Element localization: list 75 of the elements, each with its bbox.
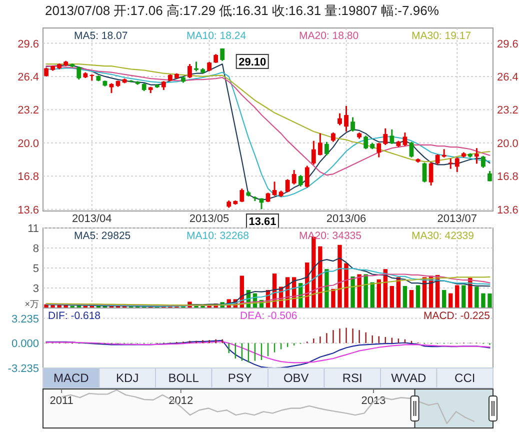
bar (409, 290, 414, 308)
y-tick-label: 23.2 (18, 104, 39, 117)
line-series (46, 258, 490, 308)
y-tick-label: 3 (32, 283, 39, 295)
y-tick-label: 26.4 (18, 71, 39, 84)
x-tick-label: 2013/04 (72, 213, 112, 225)
y-tick-label: 3.235 (11, 313, 39, 326)
x-tick-label: 2013 (361, 395, 386, 407)
bar (324, 269, 329, 308)
y2-tick-label: 20.0 (497, 138, 518, 150)
bar (481, 293, 486, 308)
y2-tick-label: 29.6 (497, 38, 518, 50)
text: BOLL (168, 371, 200, 385)
text: RSI (342, 371, 362, 385)
text: MA20: 18.80 (299, 30, 359, 42)
y-tick-label: 0.000 (11, 338, 39, 350)
x-tick-label: 2013/05 (189, 213, 230, 225)
y2-tick-label: 26.4 (497, 71, 518, 84)
bar (402, 286, 408, 308)
y-tick-label: 13.6 (18, 204, 39, 216)
text: MA5: 29825 (74, 230, 131, 242)
bar (376, 279, 381, 308)
text: DEA: -0.506 (240, 310, 298, 322)
bar (357, 274, 362, 308)
bar (370, 282, 374, 308)
y-tick-label: 29.6 (18, 38, 39, 50)
bar (468, 278, 472, 308)
text: MACD (53, 371, 90, 385)
bar (448, 293, 453, 308)
text: CCI (454, 371, 476, 385)
y-tick-label: -3.235 (8, 363, 39, 375)
bar (442, 290, 446, 308)
x-tick-label: 2012 (168, 395, 194, 407)
line-series (46, 341, 490, 364)
bar (318, 246, 322, 308)
candlestick (448, 158, 453, 169)
text: MA10: 32268 (186, 230, 250, 242)
y-tick-label: 5 (32, 263, 39, 275)
series-label: DIF: -0.618 (48, 310, 101, 322)
bar (331, 288, 336, 308)
text: 13.61 (248, 216, 276, 228)
bar (488, 293, 492, 308)
text: WVAD (391, 371, 427, 385)
text: OBV (283, 371, 309, 385)
x-tick-label: 2013/06 (326, 213, 366, 225)
y-tick-label: 8 (32, 243, 39, 255)
text: MA30: 19.17 (412, 30, 472, 42)
y-tick-label: 11 (28, 223, 39, 235)
bar (416, 285, 420, 308)
chart-title: 2013/07/08 开:17.06 高:17.29 低:16.31 收:16.31 量:19807 幅:-7.96% (45, 3, 440, 18)
bar (364, 274, 368, 308)
y-axis-title: ×万 (24, 299, 39, 309)
bar (462, 285, 466, 308)
line-series (46, 268, 490, 307)
text: KDJ (116, 371, 139, 385)
x-tick-label: 2013/07 (437, 213, 478, 225)
y2-tick-label: 23.2 (497, 104, 518, 117)
y2-tick-label: 16.8 (497, 171, 518, 184)
text: MA5: 18.07 (74, 30, 128, 42)
y-tick-label: 20.0 (18, 138, 39, 150)
annotation: 29.10 (238, 56, 266, 68)
x-tick-label: 2011 (50, 395, 74, 407)
text: MA20: 34335 (299, 230, 362, 242)
bar (350, 276, 355, 308)
series-label: MACD: -0.225 (423, 310, 490, 322)
bar (455, 285, 460, 308)
text: PSY (228, 371, 252, 385)
text: MA10: 18.24 (186, 30, 246, 42)
y2-tick-label: 13.6 (497, 204, 518, 216)
bar (474, 286, 479, 308)
bar (344, 263, 348, 308)
y-tick-label: 16.8 (18, 171, 39, 184)
bar (338, 244, 342, 308)
text: MA30: 42339 (412, 230, 474, 242)
bar (390, 286, 394, 308)
